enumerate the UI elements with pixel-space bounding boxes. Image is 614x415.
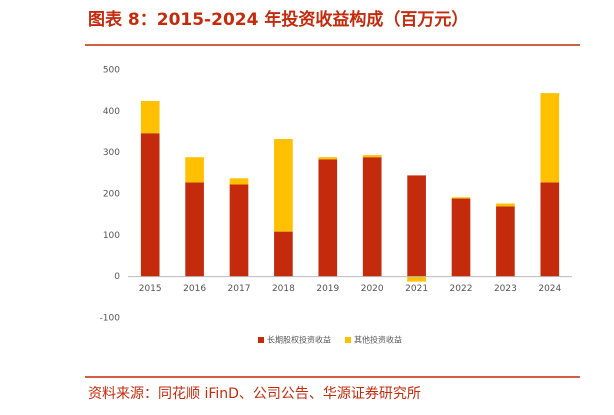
bar-segment — [274, 139, 293, 232]
bar-segment — [451, 198, 471, 277]
bar-segment — [540, 182, 560, 277]
bar-segment — [185, 157, 204, 183]
bar-segment — [407, 175, 426, 277]
y-tick-label: 0 — [114, 272, 120, 282]
bar-segment — [318, 157, 338, 160]
bar-segment — [274, 231, 293, 277]
bar-segment — [185, 182, 204, 277]
bar-segment — [540, 93, 560, 183]
y-tick-label: 400 — [103, 107, 120, 117]
x-tick-label: 2018 — [272, 284, 295, 294]
bar-segment — [496, 203, 515, 207]
bar-segment — [229, 178, 249, 185]
bar-segment — [140, 133, 160, 277]
bar-segment — [140, 101, 160, 134]
y-tick-label: 100 — [103, 231, 120, 241]
bar-segment — [496, 206, 515, 277]
y-tick-label: -100 — [100, 314, 121, 324]
page-title: 图表 8：2015-2024 年投资收益构成（百万元） — [88, 9, 468, 30]
x-tick-label: 2022 — [450, 284, 473, 294]
bar-segment — [362, 157, 382, 277]
legend-swatch — [345, 337, 351, 343]
x-tick-label: 2021 — [405, 284, 428, 294]
x-tick-label: 2019 — [316, 284, 339, 294]
y-tick-label: 500 — [103, 66, 120, 76]
x-tick-label: 2020 — [361, 284, 384, 294]
bar-segment — [407, 276, 426, 282]
x-tick-label: 2015 — [139, 284, 162, 294]
y-tick-label: 300 — [103, 148, 120, 158]
legend-swatch — [258, 337, 264, 343]
x-tick-label: 2016 — [183, 284, 206, 294]
bar-segment — [318, 159, 338, 277]
bar-segment — [229, 184, 249, 277]
y-tick-label: 200 — [103, 190, 120, 200]
legend-label: 其他投资收益 — [354, 335, 402, 345]
bar-segment — [451, 197, 471, 199]
x-tick-label: 2024 — [538, 284, 561, 294]
bar-segment — [362, 155, 382, 158]
x-tick-label: 2017 — [228, 284, 251, 294]
x-tick-label: 2023 — [494, 284, 517, 294]
source-note: 资料来源：同花顺 iFinD、公司公告、华源证券研究所 — [88, 386, 421, 402]
legend-label: 长期股权投资收益 — [267, 335, 331, 345]
